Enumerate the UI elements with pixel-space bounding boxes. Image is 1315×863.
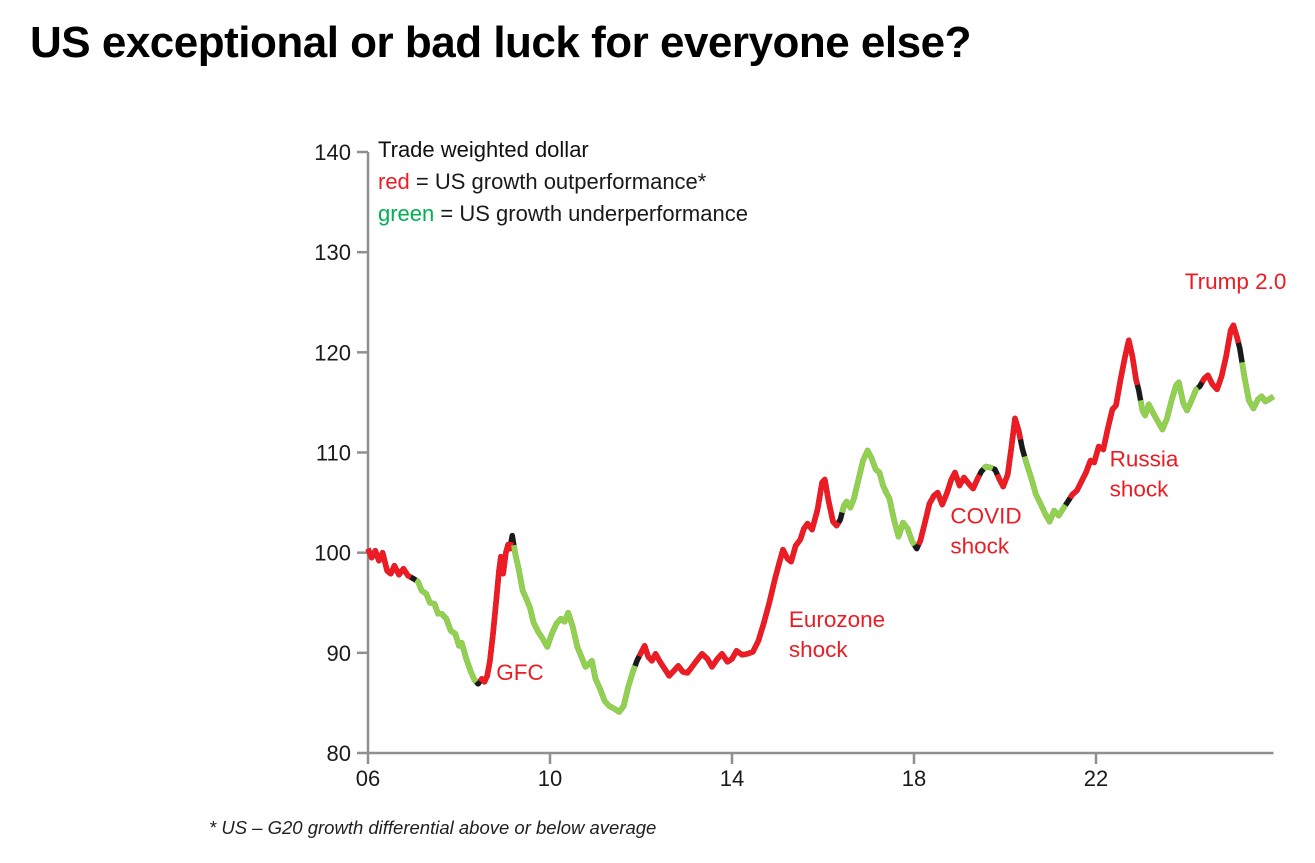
annotation-line: GFC [496, 660, 544, 685]
annotation-line: Trump 2.0 [1185, 269, 1287, 294]
annotation-covid: COVID shock [950, 504, 1021, 559]
series-segment-red [365, 547, 413, 580]
series-segment-green [1021, 455, 1068, 525]
series-segment-green [414, 577, 479, 684]
y-tick-label: 130 [314, 240, 351, 265]
footnote: * US – G20 growth differential above or … [209, 817, 657, 838]
x-tick-label: 06 [356, 766, 380, 791]
x-tick-label: 18 [902, 766, 926, 791]
series-segment-red [1199, 322, 1242, 393]
series-segment-green [981, 463, 994, 472]
annotation-russia: Russia shock [1110, 446, 1179, 501]
annotation-line: Eurozone [789, 607, 885, 632]
legend-definition-red: = US growth outperformance* [415, 169, 707, 194]
annotation-trump-2-0: Trump 2.0 [1185, 269, 1287, 294]
series-segment-red [636, 476, 841, 679]
series-segment-green [839, 447, 917, 547]
annotation-line: Russia [1110, 446, 1179, 471]
annotation-line: shock [950, 534, 1010, 559]
annotation-eurozone: Eurozone shock [789, 607, 885, 662]
y-tick-label: 120 [314, 340, 351, 365]
series-segment-red [916, 469, 982, 546]
y-tick-label: 110 [316, 441, 351, 466]
chart-legend: Trade weighted dollar red = US growth ou… [378, 134, 748, 230]
annotation-gfc: GFC [496, 660, 544, 685]
series-segment-green [1137, 379, 1200, 433]
x-tick-label: 14 [720, 766, 744, 791]
x-tick-label: 10 [538, 766, 562, 791]
legend-entry-red: red = US growth outperformance* [378, 166, 748, 198]
series-segment-red [994, 415, 1024, 490]
series-segment-red [477, 541, 514, 685]
series-segment-green [1239, 361, 1276, 412]
x-tick-label: 22 [1084, 766, 1108, 791]
series-segment-green [511, 544, 638, 715]
y-tick-label: 90 [327, 641, 351, 666]
annotation-line: shock [789, 637, 849, 662]
y-tick-label: 140 [314, 140, 351, 165]
y-tick-label: 100 [314, 541, 351, 566]
annotation-line: shock [1110, 476, 1170, 501]
legend-term-red: red [378, 169, 410, 194]
legend-heading: Trade weighted dollar [378, 137, 589, 162]
legend-entry-green: green = US growth underperformance [378, 198, 748, 230]
page-title: US exceptional or bad luck for everyone … [30, 18, 971, 67]
y-tick-label: 80 [327, 741, 351, 766]
annotation-line: COVID [950, 504, 1021, 529]
legend-term-green: green [378, 201, 435, 226]
series-segment-red [1067, 337, 1141, 500]
legend-definition-green: = US growth underperformance [440, 201, 748, 226]
